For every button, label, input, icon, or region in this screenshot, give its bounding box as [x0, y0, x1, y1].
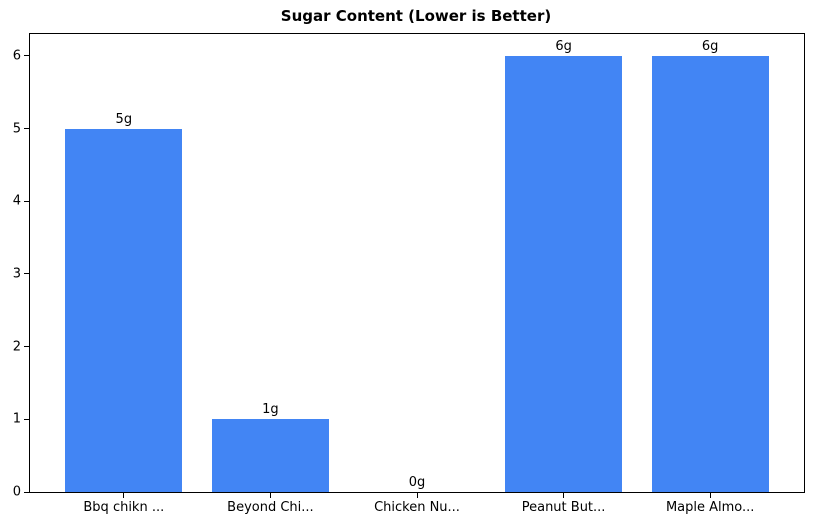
bar-value-label: 0g [408, 475, 426, 490]
y-axis-tick-label: 6 [12, 48, 21, 64]
y-axis-tick-label: 1 [12, 411, 21, 427]
y-axis-tick-mark [24, 273, 29, 275]
bar [211, 419, 330, 492]
y-axis-tick-label: 4 [12, 193, 21, 209]
bar [504, 55, 623, 492]
y-axis-tick-mark [24, 200, 29, 202]
x-axis-tick-label: Chicken Nu... [374, 500, 460, 515]
x-axis-tick-mark [709, 493, 711, 498]
bar [65, 128, 183, 492]
y-axis-tick-label: 5 [12, 121, 21, 136]
y-axis-tick-mark [24, 346, 29, 348]
y-axis-tick-label: 2 [12, 339, 21, 355]
x-axis-tick-label: Bbq chikn ... [83, 500, 165, 515]
y-axis-tick-mark [24, 491, 29, 493]
bar-value-label: 6g [701, 38, 719, 54]
y-axis-tick-label: 0 [12, 484, 21, 500]
x-axis-tick-mark [123, 493, 125, 498]
bar [651, 55, 769, 492]
x-axis-tick-mark [269, 493, 271, 498]
x-axis-tick-label: Peanut But... [521, 500, 606, 515]
x-axis-tick-mark [563, 493, 565, 498]
chart-title: Sugar Content (Lower is Better) [280, 7, 552, 25]
x-axis-tick-label: Beyond Chi... [227, 500, 314, 515]
bar-value-label: 1g [262, 402, 279, 418]
x-axis-tick-label: Maple Almo... [665, 500, 755, 515]
y-axis-tick-mark [24, 55, 29, 57]
y-axis-tick-label: 3 [12, 266, 21, 282]
x-axis-tick-mark [416, 493, 418, 498]
bar-value-label: 5g [115, 111, 133, 127]
bar-value-label: 6g [555, 38, 572, 54]
y-axis-tick-mark [24, 128, 29, 129]
plot-area: 0 1 2 3 4 5 6 Bbq chikn ... 5g Beyond Chi... 1g Chi… [13, 33, 805, 515]
y-axis-tick-mark [24, 418, 29, 420]
